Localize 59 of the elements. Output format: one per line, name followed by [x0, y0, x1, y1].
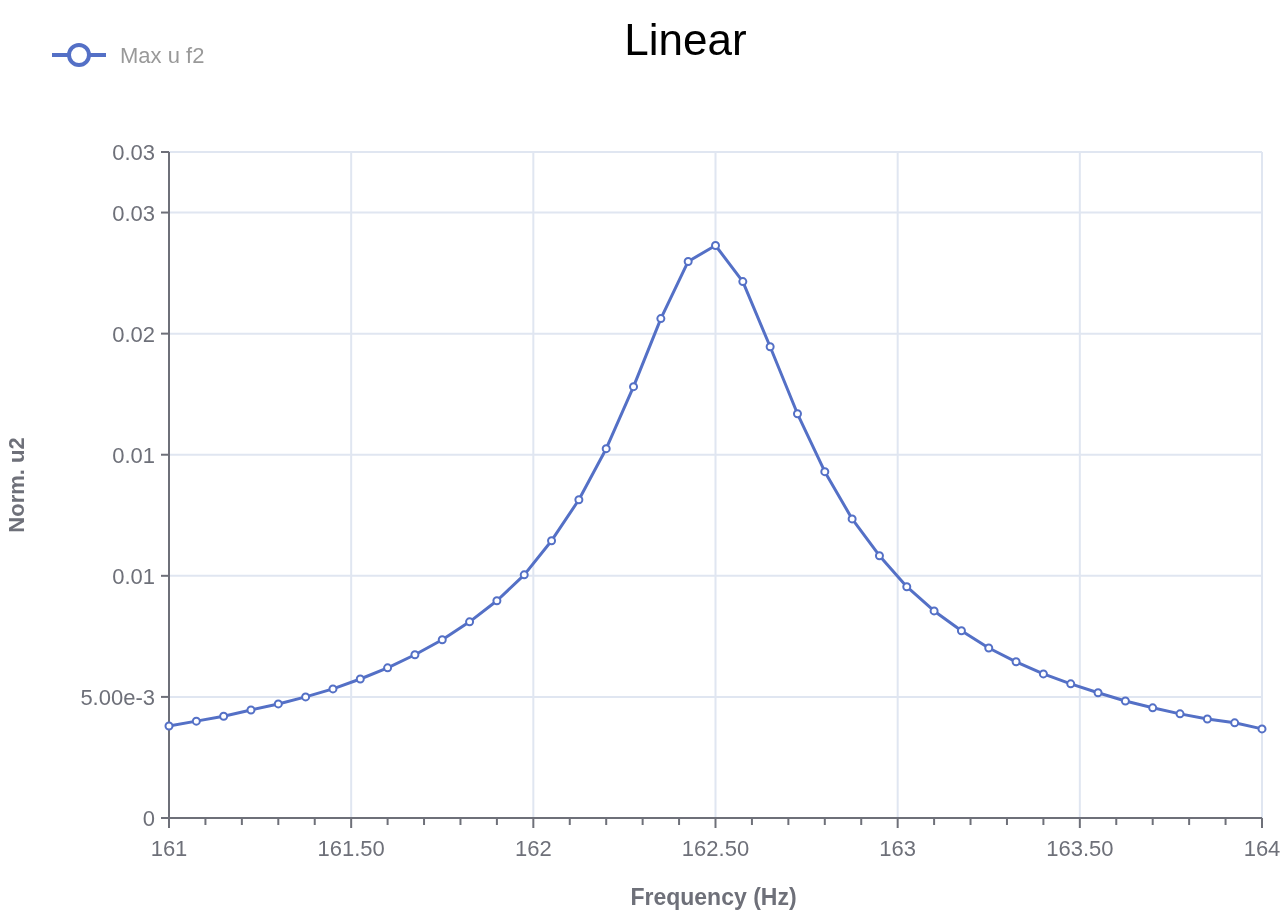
- point: [711, 240, 720, 250]
- point: [437, 635, 447, 645]
- point: [355, 674, 365, 684]
- y-tick-label: 0.01: [112, 442, 155, 468]
- point: [847, 514, 857, 524]
- x-axis-title: Frequency (Hz): [630, 884, 797, 910]
- point: [383, 663, 393, 673]
- x-tick-label: 163: [879, 836, 917, 861]
- point: [492, 596, 502, 606]
- y-tick-label: 0.03: [112, 200, 155, 226]
- point: [301, 692, 311, 702]
- point: [683, 256, 693, 266]
- point: [191, 716, 201, 726]
- point: [656, 314, 666, 324]
- point: [601, 444, 611, 454]
- point: [874, 551, 884, 561]
- point: [1202, 714, 1212, 724]
- point: [1093, 688, 1103, 698]
- point: [465, 617, 475, 627]
- x-tick-label: 162: [514, 836, 552, 861]
- chart-title: Linear: [624, 15, 747, 64]
- point: [547, 536, 557, 546]
- point: [1011, 657, 1021, 667]
- x-tick-label: 163.50: [1046, 836, 1114, 861]
- point: [929, 606, 939, 616]
- point: [1257, 724, 1267, 734]
- legend-label: Max u f2: [120, 43, 205, 68]
- point: [1066, 679, 1076, 689]
- x-tick-label: 164: [1243, 836, 1281, 861]
- x-tick-label: 162.50: [681, 836, 750, 861]
- point: [246, 705, 256, 715]
- point: [410, 650, 420, 660]
- point: [629, 382, 639, 392]
- point: [219, 711, 229, 721]
- point: [519, 570, 529, 580]
- point: [1120, 696, 1130, 706]
- point: [1038, 669, 1048, 679]
- point: [765, 342, 775, 352]
- point: [1148, 703, 1158, 713]
- y-tick-label: 0.02: [112, 321, 155, 347]
- y-axis-title: Norm. u2: [4, 437, 29, 533]
- y-tick-label: 0.01: [112, 563, 155, 589]
- y-tick-label: 5.00e-3: [80, 684, 155, 710]
- x-tick-label: 161.50: [317, 836, 385, 861]
- point: [984, 643, 994, 653]
- point: [1175, 709, 1185, 719]
- point: [820, 467, 830, 477]
- point: [574, 495, 584, 505]
- point: [738, 277, 748, 287]
- point: [902, 582, 912, 592]
- point: [1230, 718, 1240, 728]
- y-tick-label: 0.03: [112, 140, 155, 165]
- point: [273, 699, 283, 709]
- point: [792, 409, 802, 419]
- point: [164, 721, 174, 731]
- point: [328, 684, 338, 694]
- y-tick-label: 0: [142, 806, 155, 831]
- x-tick-label: 161: [150, 836, 188, 861]
- point: [956, 626, 966, 636]
